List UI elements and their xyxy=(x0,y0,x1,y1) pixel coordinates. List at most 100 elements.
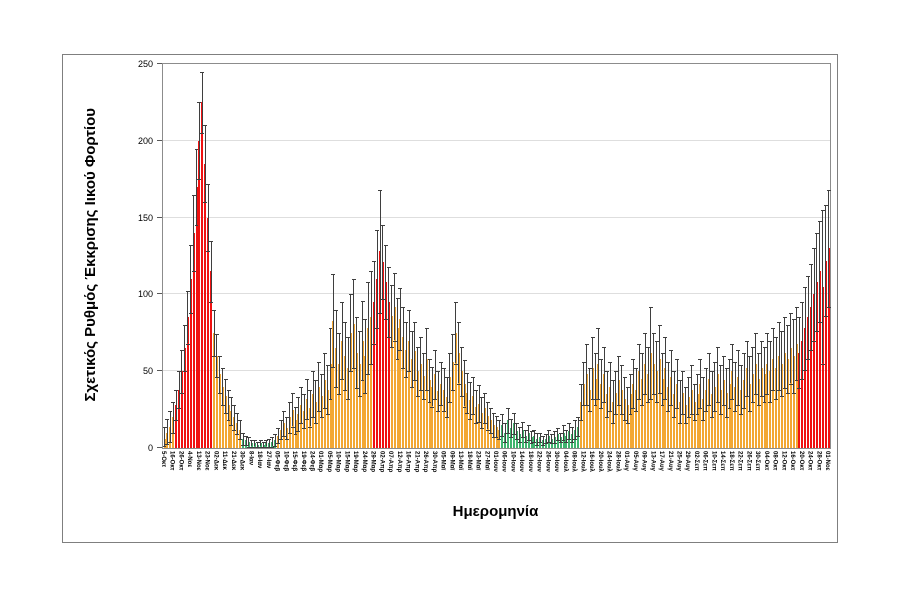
error-bar xyxy=(236,412,238,435)
error-bar-cap-top xyxy=(351,279,356,280)
error-bar-cap-top xyxy=(305,378,310,380)
bar xyxy=(626,405,629,448)
error-bar-cap-top xyxy=(669,349,674,351)
y-tick-mark xyxy=(157,447,162,448)
bar xyxy=(367,328,370,448)
error-bar-cap-top xyxy=(252,440,257,442)
error-bar xyxy=(647,346,649,402)
error-bar-cap-top xyxy=(651,332,656,334)
bar xyxy=(708,378,711,448)
error-bar-cap-top xyxy=(261,441,266,443)
error-bar-cap-top xyxy=(820,209,825,211)
bar xyxy=(178,389,181,448)
x-tick-label: 16-Ιουλ xyxy=(588,451,595,472)
error-bar xyxy=(787,325,789,393)
error-bar-cap-top xyxy=(564,429,569,431)
error-bar-cap-bottom xyxy=(800,378,805,380)
error-bar-cap-bottom xyxy=(421,398,426,400)
error-bar-cap-top xyxy=(616,355,621,357)
error-bar-cap-bottom xyxy=(765,394,770,396)
error-bar xyxy=(568,423,570,439)
bar xyxy=(466,392,469,448)
error-bar-cap-bottom xyxy=(401,368,406,370)
error-bar-cap-top xyxy=(573,420,578,422)
error-bar-cap-bottom xyxy=(596,398,601,400)
error-bar-cap-bottom xyxy=(622,420,627,422)
bar xyxy=(364,355,367,448)
error-bar xyxy=(822,209,824,364)
error-bar-cap-bottom xyxy=(386,337,391,339)
error-bar xyxy=(539,432,541,442)
error-bar xyxy=(691,365,693,415)
error-bar-cap-top xyxy=(491,412,496,414)
error-bar-cap-top xyxy=(194,148,199,150)
bar xyxy=(807,317,810,448)
error-bar-cap-bottom xyxy=(526,440,531,442)
error-bar xyxy=(504,423,506,442)
error-bar-cap-bottom xyxy=(319,417,324,419)
error-bar-cap-top xyxy=(430,366,435,368)
x-tick-label: 30-Δεκ xyxy=(238,451,245,471)
error-bar-cap-bottom xyxy=(407,371,412,373)
bar xyxy=(815,282,818,448)
bar xyxy=(728,383,731,448)
bar xyxy=(769,371,772,448)
error-bar-cap-bottom xyxy=(378,312,383,314)
error-bar xyxy=(484,392,486,424)
error-bar-cap-top xyxy=(477,385,482,386)
error-bar-cap-top xyxy=(593,352,598,354)
error-bar-cap-top xyxy=(779,331,784,333)
error-bar xyxy=(664,337,666,399)
bar xyxy=(731,371,734,448)
error-bar-cap-top xyxy=(532,429,537,431)
error-bar-cap-bottom xyxy=(756,405,761,406)
error-bar-cap-top xyxy=(447,352,452,354)
error-bar xyxy=(216,334,218,378)
error-bar-cap-bottom xyxy=(584,405,589,406)
bar xyxy=(813,294,816,448)
x-tick-label: 21-Δεκ xyxy=(229,451,236,471)
error-bar-cap-top xyxy=(756,352,761,354)
error-bar xyxy=(758,352,760,405)
bar xyxy=(408,340,411,448)
error-bar-cap-top xyxy=(217,355,222,357)
error-bar xyxy=(423,352,425,399)
error-bar-cap-bottom xyxy=(346,398,350,400)
error-bar-cap-bottom xyxy=(538,441,543,443)
x-tick-label: 11-Δεκ xyxy=(221,451,228,470)
bar xyxy=(489,420,492,448)
error-bar-cap-bottom xyxy=(619,414,624,416)
error-bar-cap-top xyxy=(759,340,764,342)
error-bar-cap-top xyxy=(567,423,572,425)
error-bar-cap-bottom xyxy=(331,366,336,368)
error-bar-cap-bottom xyxy=(675,408,680,410)
error-bar-cap-top xyxy=(427,358,432,360)
bar xyxy=(192,233,195,448)
bar xyxy=(358,363,361,448)
error-bar xyxy=(373,260,375,344)
bar xyxy=(303,411,306,448)
error-bar-cap-bottom xyxy=(686,417,691,419)
error-bar-cap-top xyxy=(281,411,286,413)
error-bar xyxy=(449,352,451,402)
x-tick-label: 8-Ιαν xyxy=(247,451,254,466)
bar xyxy=(641,378,644,448)
error-bar-cap-top xyxy=(666,362,671,363)
error-bar-cap-top xyxy=(648,306,653,308)
error-bar-cap-bottom xyxy=(383,319,388,320)
error-bar-cap-bottom xyxy=(759,395,764,397)
bar xyxy=(352,323,355,448)
error-bar-cap-bottom xyxy=(541,444,546,446)
error-bar xyxy=(440,362,442,405)
error-bar-cap-top xyxy=(471,377,476,379)
error-bar xyxy=(411,331,413,387)
y-tick-mark xyxy=(157,216,162,218)
error-bar xyxy=(711,371,713,418)
error-bar-cap-bottom xyxy=(646,401,650,403)
bar xyxy=(711,394,714,448)
bar xyxy=(792,355,795,448)
error-bar-cap-bottom xyxy=(485,429,490,431)
x-tick-label: 30-Ιουν xyxy=(553,451,560,472)
error-bar-cap-top xyxy=(730,343,735,345)
error-bar-cap-top xyxy=(389,285,394,287)
